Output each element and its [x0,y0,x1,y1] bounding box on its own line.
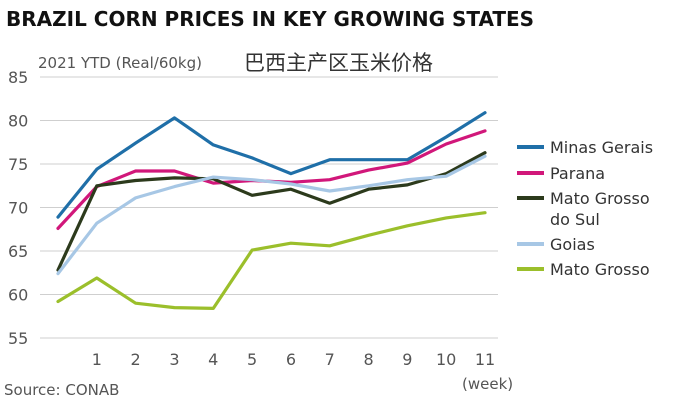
legend-label-minas-gerais: Minas Gerais [550,138,653,157]
legend-label-mato-grosso: Mato Grosso [550,260,650,279]
y-tick-label: 55 [8,329,28,348]
y-tick-label: 70 [8,199,28,218]
legend-label-mato-grosso-do-sul: Mato Grosso do Sul [550,189,650,229]
x-tick-label: 11 [475,350,495,369]
x-tick-label: 7 [325,350,335,369]
chart-title: BRAZIL CORN PRICES IN KEY GROWING STATES [6,7,534,31]
y-tick-label: 85 [8,68,28,87]
x-tick-labels: 1 2 3 4 5 6 7 8 9 10 11 [92,350,495,369]
series-lines [56,111,487,310]
x-tick-label: 4 [208,350,218,369]
legend-label-goias: Goias [550,235,595,254]
gridlines [40,76,498,339]
y-tick-label: 80 [8,112,28,131]
series-line-minas-gerais [56,111,487,219]
y-tick-label: 75 [8,155,28,174]
source-note: Source: CONAB [4,381,119,399]
x-tick-label: 1 [92,350,102,369]
y-tick-label: 60 [8,286,28,305]
chart-subtitle-chinese: 巴西主产区玉米价格 [244,51,433,75]
x-unit-label: (week) [462,375,513,393]
chart-subtitle: 2021 YTD (Real/60kg) [38,54,202,72]
x-tick-label: 5 [247,350,257,369]
x-tick-label: 6 [286,350,296,369]
series-line-goias [56,154,487,276]
x-tick-label: 9 [402,350,412,369]
x-tick-label: 10 [436,350,456,369]
legend: Minas Gerais Parana Mato Grosso do Sul Goias… [517,138,653,279]
x-tick-label: 2 [131,350,141,369]
series-line-mato-grosso-do-sul [56,151,487,272]
y-tick-labels: 55 60 65 70 75 80 85 [8,68,28,348]
y-tick-label: 65 [8,242,28,261]
legend-label-parana: Parana [550,164,605,183]
x-tick-label: 8 [363,350,373,369]
x-tick-label: 3 [169,350,179,369]
series-line-mato-grosso [56,211,487,310]
